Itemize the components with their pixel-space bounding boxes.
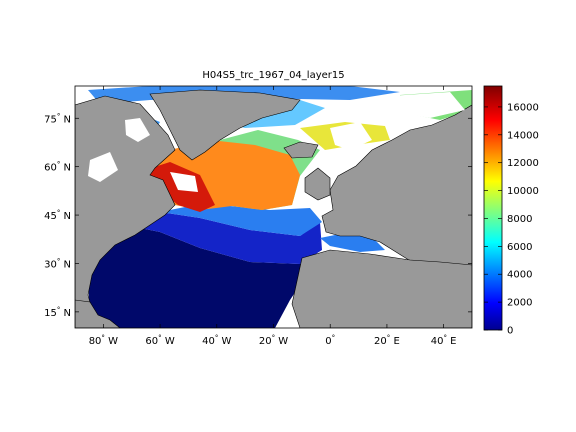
map-plot-area <box>75 86 472 328</box>
colorbar-tick-label: 8000 <box>507 214 532 225</box>
colorbar <box>483 85 503 331</box>
no-data-labrador <box>170 172 198 192</box>
land-layer <box>75 89 472 328</box>
no-data-arctic-ice <box>390 92 465 118</box>
lon-tick-label: 40° E <box>431 334 457 347</box>
lat-tick-label: 45° N <box>44 209 71 222</box>
lat-tick-label: 60° N <box>44 161 71 174</box>
land-africa <box>291 249 472 328</box>
colorbar-tick-label: 2000 <box>507 298 532 309</box>
map-title: H04S5_trc_1967_04_layer15 <box>202 70 345 81</box>
colorbar-tick-label: 6000 <box>507 242 532 253</box>
latitude-axis: 15° N 30° N 45° N 60° N 75° N <box>44 112 472 319</box>
lon-tick-label: 20° W <box>259 334 288 347</box>
no-data-scandinavia <box>330 122 372 150</box>
field-mediterranean <box>320 232 385 252</box>
lon-tick-label: 80° W <box>89 334 118 347</box>
land-caribbean-south-america <box>75 299 121 328</box>
field-subtropical-low <box>88 228 318 328</box>
field-blue-transition <box>160 206 322 236</box>
lat-tick-label: 30° N <box>44 257 71 270</box>
land-iceland <box>283 141 319 159</box>
lon-tick-label: 0° <box>325 334 335 347</box>
lon-tick-label: 60° W <box>145 334 174 347</box>
lat-tick-label: 75° N <box>44 112 71 125</box>
colorbar-tick-label: 0 <box>507 326 513 337</box>
colorbar-tick-label: 12000 <box>507 158 539 169</box>
lat-tick-label: 15° N <box>44 306 71 319</box>
colorbar-tick-label: 4000 <box>507 270 532 281</box>
lon-tick-label: 40° W <box>202 334 231 347</box>
colorbar-tick-label: 14000 <box>507 130 539 141</box>
colorbar-tick-label: 10000 <box>507 186 539 197</box>
land-greenland <box>149 89 301 161</box>
lon-tick-label: 20° E <box>374 334 400 347</box>
field-low-blue <box>140 212 322 264</box>
longitude-axis: 80° W 60° W 40° W 20° W 0° 20° E 40° E <box>89 86 457 347</box>
no-data-hudson <box>88 152 118 182</box>
no-data-baffin <box>125 118 150 142</box>
colorbar-tick-label: 16000 <box>507 102 539 113</box>
land-british-isles <box>304 167 331 201</box>
colorbar-ticks: 0 2000 4000 6000 8000 10000 12000 14000 16000 <box>484 102 539 337</box>
no-data-patches <box>88 92 465 192</box>
